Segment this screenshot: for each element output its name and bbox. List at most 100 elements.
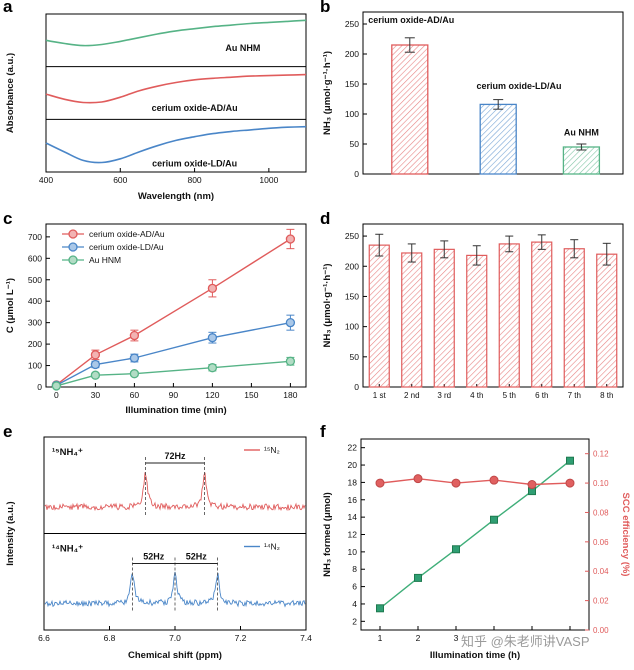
svg-text:20: 20	[348, 460, 358, 470]
panel-label-e: e	[3, 422, 13, 441]
series-cerium oxide-AD/Au: cerium oxide-AD/Au	[45, 73, 307, 113]
svg-text:2: 2	[416, 633, 421, 643]
svg-text:Chemical shift (ppm): Chemical shift (ppm)	[128, 650, 222, 661]
legend: cerium oxide-AD/Au cerium oxide-LD/Au Au H…	[62, 229, 165, 265]
svg-text:50: 50	[350, 139, 360, 149]
svg-text:14: 14	[348, 512, 358, 522]
svg-text:60: 60	[130, 390, 140, 400]
svg-text:3 rd: 3 rd	[437, 391, 451, 400]
svg-text:90: 90	[169, 390, 179, 400]
panel-f: f 1234562468101214161820220.000.020.040.…	[317, 422, 634, 670]
svg-text:Au HNM: Au HNM	[89, 255, 121, 265]
panel-a: a 400 600 800 1000 Wavelength (nm) Absorbance…	[0, 0, 317, 212]
svg-text:3: 3	[454, 633, 459, 643]
bar-2 nd	[401, 243, 423, 388]
axes: 6.6 6.8 7.0 7.2 7.4 Chemical shift (ppm) Inten…	[5, 436, 312, 661]
svg-text:8 th: 8 th	[600, 391, 613, 400]
svg-text:C (μmol L⁻¹): C (μmol L⁻¹)	[5, 278, 16, 333]
series-cerium oxide-LD/Au	[51, 314, 296, 390]
svg-text:¹⁵NH₄⁺: ¹⁵NH₄⁺	[52, 447, 83, 458]
svg-text:Wavelength (nm): Wavelength (nm)	[138, 191, 214, 202]
svg-text:120: 120	[205, 390, 219, 400]
svg-text:1000: 1000	[259, 175, 278, 185]
bar-3 rd	[433, 240, 455, 388]
series-cerium oxide-AD/Au	[51, 228, 296, 390]
panel-label-b: b	[320, 0, 331, 16]
svg-text:180: 180	[283, 390, 297, 400]
svg-text:8: 8	[352, 564, 357, 574]
svg-text:0.04: 0.04	[593, 567, 609, 576]
svg-text:¹⁵N₂: ¹⁵N₂	[264, 445, 280, 455]
svg-text:22: 22	[348, 443, 358, 453]
panel-label-c: c	[3, 209, 13, 228]
spectrum-¹⁵N₂: 72Hz ¹⁵NH₄⁺ ¹⁵N₂	[44, 445, 306, 515]
svg-text:0: 0	[54, 390, 59, 400]
svg-text:250: 250	[345, 19, 359, 29]
svg-text:NH₃ formed (μmol): NH₃ formed (μmol)	[322, 492, 333, 577]
bar-1 st	[368, 233, 390, 388]
svg-text:150: 150	[345, 79, 359, 89]
svg-text:400: 400	[28, 296, 42, 306]
svg-text:50: 50	[350, 352, 360, 362]
svg-text:52Hz: 52Hz	[186, 552, 208, 562]
svg-text:0.08: 0.08	[593, 508, 609, 517]
svg-text:NH₃ (μmol·g⁻¹·h⁻¹): NH₃ (μmol·g⁻¹·h⁻¹)	[322, 263, 333, 347]
svg-text:cerium oxide-AD/Au: cerium oxide-AD/Au	[152, 103, 238, 113]
svg-text:6: 6	[352, 582, 357, 592]
bar-labels: cerium oxide-AD/Au cerium oxide-LD/Au Au N…	[368, 15, 599, 138]
axes: 0 50 100 150 200 250 NH₃ (μmol·g⁻¹·h⁻¹)	[322, 11, 624, 179]
bar-cerium oxide-AD/Au	[391, 37, 429, 175]
svg-text:cerium oxide-LD/Au: cerium oxide-LD/Au	[89, 242, 164, 252]
svg-text:30: 30	[91, 390, 101, 400]
svg-text:0.00: 0.00	[593, 626, 609, 635]
svg-text:7.0: 7.0	[169, 633, 181, 643]
svg-text:16: 16	[348, 495, 358, 505]
panel-c: c 0 30 60 90 120 150 180 0 100 200 300 400 500 600 700…	[0, 209, 317, 425]
svg-text:4 th: 4 th	[470, 391, 483, 400]
svg-text:100: 100	[345, 109, 359, 119]
panel-label-a: a	[3, 0, 13, 16]
chart-b-nh3-rate-bars: 0 50 100 150 200 250 NH₃ (μmol·g⁻¹·h⁻¹) cerium …	[322, 11, 624, 179]
svg-text:12: 12	[348, 530, 358, 540]
svg-text:Absorbance (a.u.): Absorbance (a.u.)	[5, 53, 16, 133]
svg-text:800: 800	[187, 175, 201, 185]
svg-text:0: 0	[354, 169, 359, 179]
svg-text:6.8: 6.8	[104, 633, 116, 643]
svg-text:0: 0	[354, 382, 359, 392]
svg-text:4: 4	[352, 599, 357, 609]
svg-text:7.4: 7.4	[300, 633, 312, 643]
svg-text:¹⁴N₂: ¹⁴N₂	[264, 542, 280, 552]
bar-4 th	[466, 245, 488, 388]
svg-text:100: 100	[28, 361, 42, 371]
series-Au NHM: Au NHM	[45, 19, 307, 53]
svg-text:7.2: 7.2	[235, 633, 247, 643]
panel-d: d 0 50 100 150 200 250 NH₃ (μmol·g⁻¹·h⁻¹) 1 st 2…	[317, 209, 634, 425]
svg-text:¹⁴NH₄⁺: ¹⁴NH₄⁺	[52, 544, 83, 555]
svg-text:6 th: 6 th	[535, 391, 548, 400]
svg-text:0.02: 0.02	[593, 597, 609, 606]
svg-text:2 nd: 2 nd	[404, 391, 420, 400]
axes: 1234562468101214161820220.000.020.040.06…	[322, 438, 631, 661]
svg-text:6.6: 6.6	[38, 633, 50, 643]
axes: 0 50 100 150 200 250 NH₃ (μmol·g⁻¹·h⁻¹) 1 st 2 n…	[322, 223, 624, 400]
series-cerium oxide-LD/Au: cerium oxide-LD/Au	[45, 125, 307, 169]
bar-cerium oxide-LD/Au	[479, 99, 517, 175]
bar-5 th	[498, 235, 520, 388]
svg-text:cerium oxide-AD/Au: cerium oxide-AD/Au	[368, 15, 454, 25]
svg-text:Intensity (a.u.): Intensity (a.u.)	[5, 501, 16, 565]
svg-text:150: 150	[345, 291, 359, 301]
panel-label-d: d	[320, 209, 331, 228]
chart-a-absorbance-spectra: 400 600 800 1000 Wavelength (nm) Absorbance (…	[5, 13, 307, 202]
svg-text:300: 300	[28, 318, 42, 328]
panel-e: e 6.6 6.8 7.0 7.2 7.4 Chemical shift (ppm) Int…	[0, 422, 317, 670]
svg-text:0.10: 0.10	[593, 479, 609, 488]
svg-text:52Hz: 52Hz	[143, 552, 165, 562]
bar-8 th	[596, 242, 618, 388]
chart-c-concentration-vs-time: 0 30 60 90 120 150 180 0 100 200 300 400 500 600 700 Il…	[5, 223, 307, 416]
panel-label-f: f	[320, 422, 326, 441]
series-Au HNM	[51, 356, 296, 391]
svg-text:cerium oxide-LD/Au: cerium oxide-LD/Au	[152, 159, 237, 169]
panel-b: b 0 50 100 150 200 250 NH₃ (μmol·g⁻¹·h⁻¹) ceriu…	[317, 0, 634, 212]
spectrum-¹⁴N₂: 52Hz 52Hz ¹⁴NH₄⁺ ¹⁴N₂	[44, 542, 306, 612]
